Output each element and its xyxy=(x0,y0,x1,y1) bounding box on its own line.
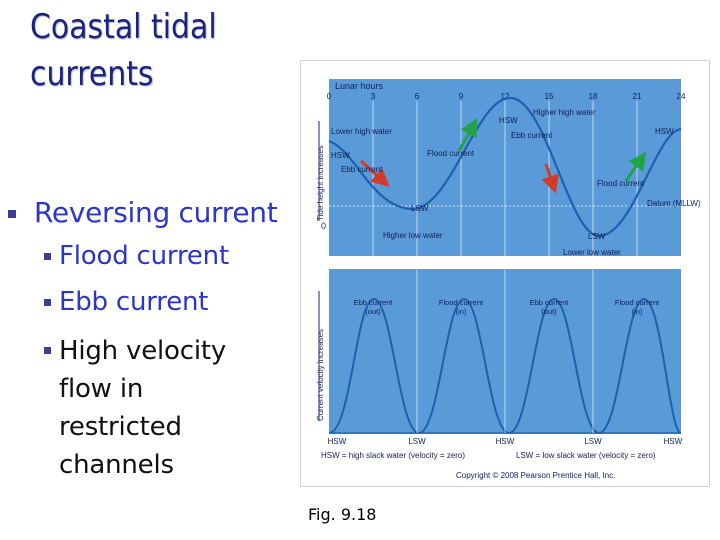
slack-label: HSW xyxy=(328,437,347,446)
lower-low-water-label: Lower low water xyxy=(563,248,621,257)
slack-label: HSW xyxy=(496,437,515,446)
higher-low-water-label: Higher low water xyxy=(383,231,443,240)
tide-y-axis-label: Tide height increases xyxy=(316,145,325,221)
lsw-label-1: LSW xyxy=(411,204,429,213)
hour-tick-label: 0 xyxy=(327,92,332,101)
higher-high-water-label: Higher high water xyxy=(533,108,596,117)
hour-tick-label: 6 xyxy=(415,92,420,101)
phase-direction-label: (out) xyxy=(541,307,557,316)
datum-label: Datum (MLLW) xyxy=(647,199,701,208)
velocity-y-axis-label: Current velocity increases xyxy=(316,329,325,421)
ebb-current-label-2: Ebb current xyxy=(511,131,553,140)
hour-tick-label: 24 xyxy=(677,92,686,101)
slack-label: LSW xyxy=(584,437,602,446)
hour-tick-label: 15 xyxy=(545,92,554,101)
figure-caption: Fig. 9.18 xyxy=(308,505,377,524)
hsw-label-2: HSW xyxy=(499,116,518,125)
bullet-text: Reversing current xyxy=(34,196,278,229)
sub-bullet-text: High velocity flow in restricted channel… xyxy=(59,336,227,480)
hour-tick-label: 9 xyxy=(459,92,464,101)
ebb-arrow-2 xyxy=(541,163,559,194)
phase-name-label: Ebb current xyxy=(530,298,570,307)
tide-height-curve xyxy=(328,96,682,238)
current-velocity-curve xyxy=(328,297,682,435)
phase-direction-label: (in) xyxy=(632,307,643,316)
lower-high-water-label: Lower high water xyxy=(331,127,392,136)
phase-name-label: Flood current xyxy=(439,298,484,307)
hour-tick-label: 21 xyxy=(633,92,642,101)
hour-tick-label: 3 xyxy=(371,92,376,101)
phase-direction-label: (in) xyxy=(456,307,467,316)
slack-label: HSW xyxy=(664,437,683,446)
phase-name-label: Ebb current xyxy=(354,298,394,307)
phase-name-label: Flood current xyxy=(615,298,660,307)
lunar-hours-label: Lunar hours xyxy=(335,81,384,91)
tide-zero-label: 0 xyxy=(321,221,326,231)
copyright-text: Copyright © 2008 Pearson Prentice Hall, … xyxy=(456,471,615,480)
ebb-arrow-1 xyxy=(359,159,390,188)
hsw-label-3: HSW xyxy=(655,127,674,136)
flood-current-label-1: Flood current xyxy=(427,149,475,158)
bullet-marker xyxy=(44,347,51,354)
hsw-label-1: HSW xyxy=(331,151,350,160)
bullet-marker xyxy=(8,210,16,218)
hour-tick-label: 18 xyxy=(589,92,598,101)
slack-water-labels: HSW LSW HSW LSW HSW xyxy=(328,437,683,446)
tide-figure-svg: Tide height increases Lunar hours 0 3 6 9 12… xyxy=(316,79,701,480)
sub-bullet-ebb-current: Ebb current xyxy=(44,288,208,317)
lsw-label-2: LSW xyxy=(588,232,606,241)
hour-tick-labels: 0 3 6 9 12 15 18 21 24 xyxy=(327,92,686,256)
hsw-legend: HSW = high slack water (velocity = zero) xyxy=(321,451,465,460)
current-phase-labels: Ebb current(out)Flood current(in)Ebb cur… xyxy=(354,269,660,433)
hour-tick-label: 12 xyxy=(501,92,510,101)
sub-bullet-high-velocity: High velocity flow in restricted channel… xyxy=(44,336,264,484)
slack-label: LSW xyxy=(408,437,426,446)
ebb-current-label-1: Ebb current xyxy=(341,165,383,174)
phase-direction-label: (out) xyxy=(365,307,381,316)
slide-title: Coastal tidal currents xyxy=(30,7,217,94)
lsw-legend: LSW = low slack water (velocity = zero) xyxy=(516,451,656,460)
sub-bullet-flood-current: Flood current xyxy=(44,242,229,271)
bullet-marker xyxy=(44,299,51,306)
tide-figure: Tide height increases Lunar hours 0 3 6 9 12… xyxy=(300,60,710,487)
bullet-marker xyxy=(44,253,51,260)
sub-bullet-text: Ebb current xyxy=(59,287,209,317)
flood-current-label-2: Flood current xyxy=(597,179,645,188)
flood-arrow-2 xyxy=(624,151,647,182)
sub-bullet-text: Flood current xyxy=(59,241,229,271)
bullet-reversing-current: Reversing current xyxy=(8,196,278,229)
flood-arrow-1 xyxy=(457,118,478,152)
